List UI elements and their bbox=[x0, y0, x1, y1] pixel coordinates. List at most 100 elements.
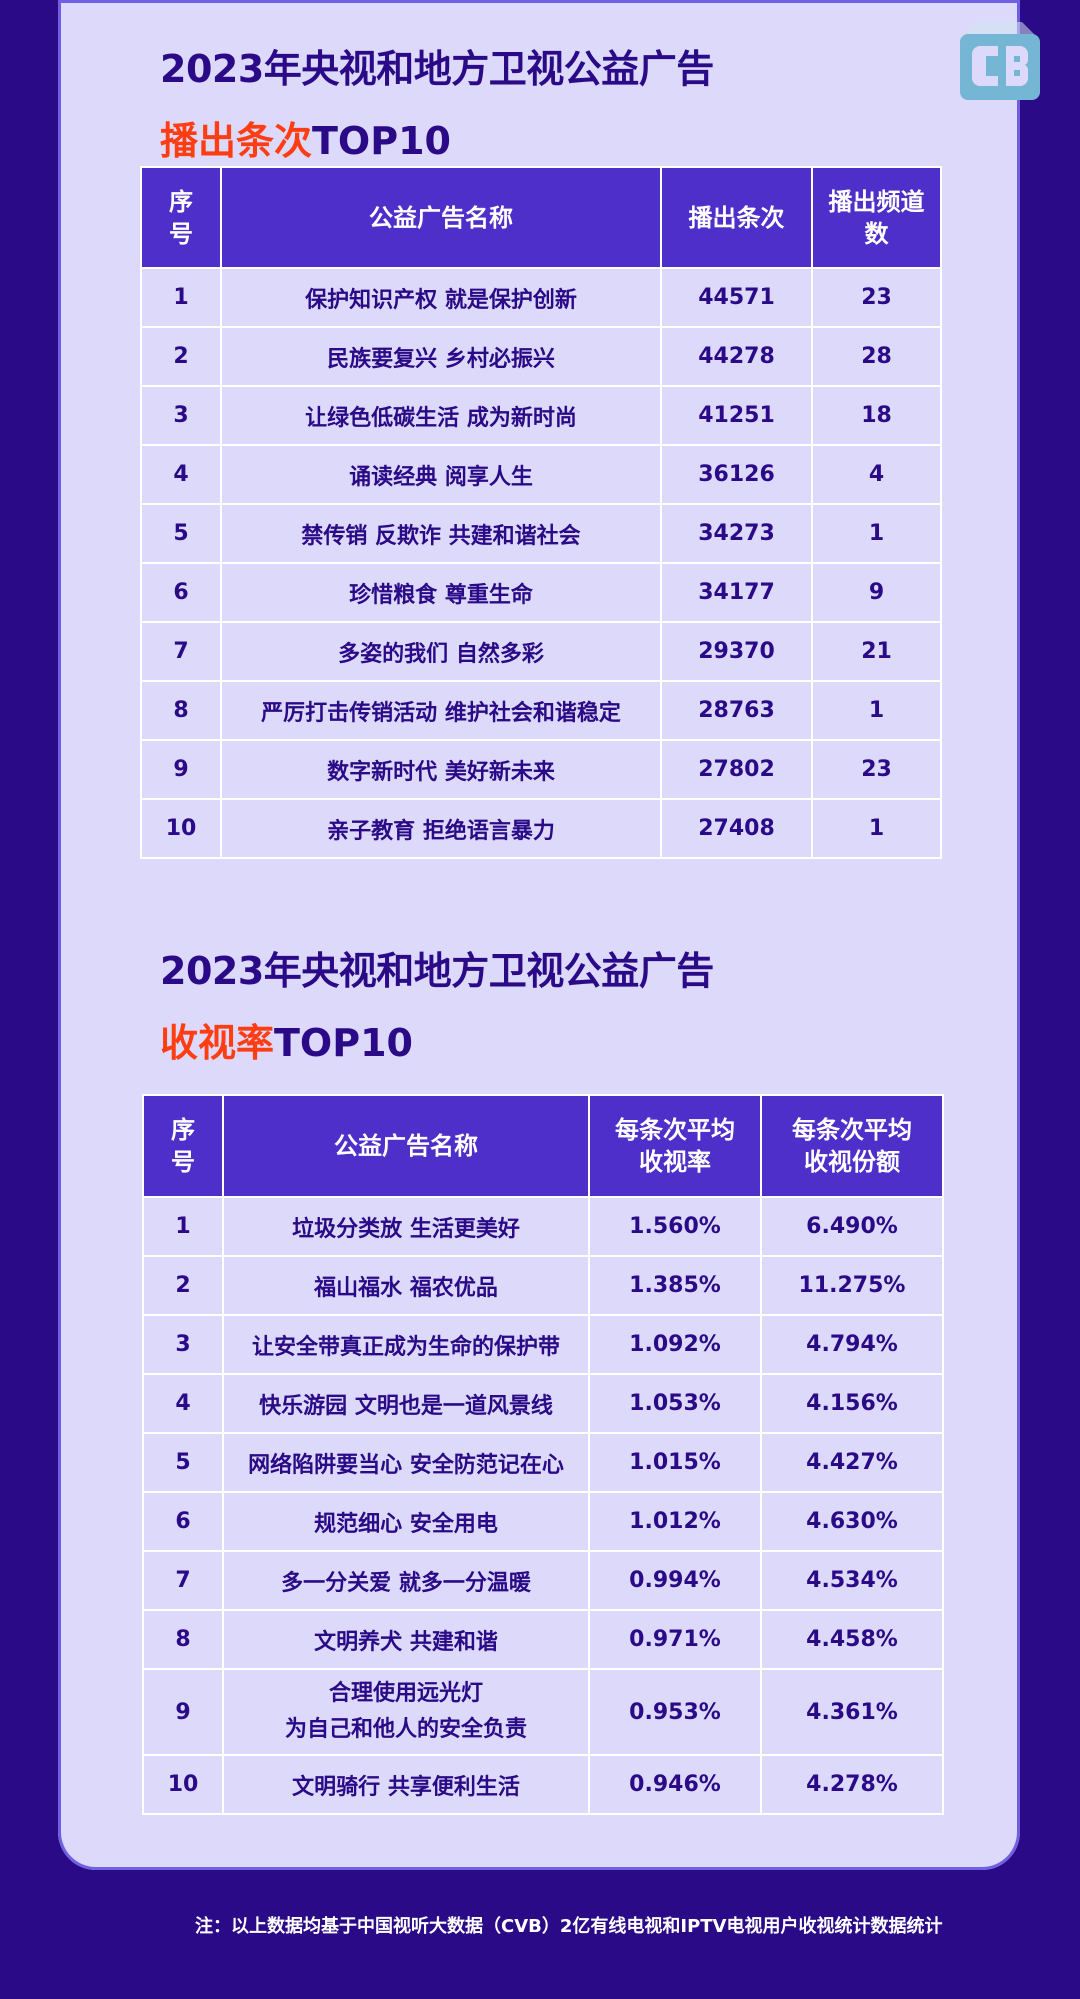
table-row: 2 福山福水 福农优品 1.385% 11.275% bbox=[142, 1255, 944, 1316]
ad-name-cell: 保护知识产权 就是保护创新 bbox=[220, 267, 662, 328]
ad-name-cell: 福山福水 福农优品 bbox=[222, 1255, 590, 1316]
avg-rating-cell: 1.385% bbox=[588, 1255, 762, 1316]
rank-cell: 2 bbox=[142, 1255, 224, 1316]
table-row: 6 规范细心 安全用电 1.012% 4.630% bbox=[142, 1491, 944, 1552]
cvb-logo-icon bbox=[960, 22, 1040, 100]
rank-cell: 7 bbox=[142, 1550, 224, 1611]
channel-count-cell: 23 bbox=[811, 739, 942, 800]
rank-cell: 9 bbox=[140, 739, 222, 800]
ad-name-cell: 垃圾分类放 生活更美好 bbox=[222, 1196, 590, 1257]
table-row: 6 珍惜粮食 尊重生命 34177 9 bbox=[140, 562, 942, 623]
rank-cell: 9 bbox=[142, 1668, 224, 1756]
avg-rating-cell: 0.953% bbox=[588, 1668, 762, 1756]
avg-share-cell: 4.427% bbox=[760, 1432, 944, 1493]
channel-count-cell: 9 bbox=[811, 562, 942, 623]
avg-share-cell: 6.490% bbox=[760, 1196, 944, 1257]
rank-cell: 10 bbox=[140, 798, 222, 859]
ad-name-cell: 亲子教育 拒绝语言暴力 bbox=[220, 798, 662, 859]
broadcast-count-cell: 41251 bbox=[660, 385, 813, 446]
section1-subtitle-rest: TOP10 bbox=[312, 119, 451, 163]
broadcast-count-cell: 27408 bbox=[660, 798, 813, 859]
broadcast-count-cell: 36126 bbox=[660, 444, 813, 505]
rank-cell: 8 bbox=[142, 1609, 224, 1670]
content-card: 2023年央视和地方卫视公益广告 播出条次TOP10 序号 公益广告名称 播出条… bbox=[58, 0, 1040, 1870]
header-name: 公益广告名称 bbox=[220, 166, 662, 269]
rank-cell: 6 bbox=[140, 562, 222, 623]
section1-title: 2023年央视和地方卫视公益广告 bbox=[160, 47, 714, 91]
ad-name-line: 合理使用远光灯 bbox=[328, 1681, 483, 1706]
table-row: 1 垃圾分类放 生活更美好 1.560% 6.490% bbox=[142, 1196, 944, 1257]
rank-cell: 5 bbox=[140, 503, 222, 564]
broadcast-count-table: 序号 公益广告名称 播出条次 播出频道数 1 保护知识产权 就是保护创新 445… bbox=[140, 166, 942, 859]
rank-cell: 1 bbox=[142, 1196, 224, 1257]
rating-table: 序号 公益广告名称 每条次平均收视率 每条次平均收视份额 1 垃圾分类放 生活更… bbox=[142, 1094, 944, 1815]
broadcast-count-cell: 34273 bbox=[660, 503, 813, 564]
rank-cell: 4 bbox=[142, 1373, 224, 1434]
header-name: 公益广告名称 bbox=[222, 1094, 590, 1198]
ad-name-cell: 数字新时代 美好新未来 bbox=[220, 739, 662, 800]
channel-count-cell: 4 bbox=[811, 444, 942, 505]
table-row: 9 合理使用远光灯 为自己和他人的安全负责 0.953% 4.361% bbox=[142, 1668, 944, 1756]
channel-count-cell: 23 bbox=[811, 267, 942, 328]
channel-count-cell: 18 bbox=[811, 385, 942, 446]
header-rank: 序号 bbox=[142, 1094, 224, 1198]
avg-rating-cell: 0.994% bbox=[588, 1550, 762, 1611]
rank-cell: 1 bbox=[140, 267, 222, 328]
rank-cell: 4 bbox=[140, 444, 222, 505]
avg-rating-cell: 0.946% bbox=[588, 1754, 762, 1815]
section1-subtitle-accent: 播出条次 bbox=[160, 119, 313, 163]
ad-name-cell: 快乐游园 文明也是一道风景线 bbox=[222, 1373, 590, 1434]
avg-share-cell: 4.458% bbox=[760, 1609, 944, 1670]
ad-name-cell: 网络陷阱要当心 安全防范记在心 bbox=[222, 1432, 590, 1493]
avg-rating-cell: 1.053% bbox=[588, 1373, 762, 1434]
table-row: 8 文明养犬 共建和谐 0.971% 4.458% bbox=[142, 1609, 944, 1670]
avg-rating-cell: 1.012% bbox=[588, 1491, 762, 1552]
table-header-row: 序号 公益广告名称 播出条次 播出频道数 bbox=[140, 166, 942, 269]
table-row: 5 网络陷阱要当心 安全防范记在心 1.015% 4.427% bbox=[142, 1432, 944, 1493]
table-row: 10 文明骑行 共享便利生活 0.946% 4.278% bbox=[142, 1754, 944, 1815]
rank-cell: 8 bbox=[140, 680, 222, 741]
ad-name-cell: 珍惜粮食 尊重生命 bbox=[220, 562, 662, 623]
ad-name-cell: 民族要复兴 乡村必振兴 bbox=[220, 326, 662, 387]
avg-share-cell: 11.275% bbox=[760, 1255, 944, 1316]
broadcast-count-cell: 28763 bbox=[660, 680, 813, 741]
table-row: 4 快乐游园 文明也是一道风景线 1.053% 4.156% bbox=[142, 1373, 944, 1434]
section2-subtitle-rest: TOP10 bbox=[274, 1021, 413, 1065]
broadcast-count-cell: 34177 bbox=[660, 562, 813, 623]
avg-rating-cell: 1.560% bbox=[588, 1196, 762, 1257]
ad-name-cell: 合理使用远光灯 为自己和他人的安全负责 bbox=[222, 1668, 590, 1756]
avg-share-cell: 4.630% bbox=[760, 1491, 944, 1552]
broadcast-count-cell: 44278 bbox=[660, 326, 813, 387]
channel-count-cell: 1 bbox=[811, 680, 942, 741]
header-avg-share: 每条次平均收视份额 bbox=[760, 1094, 944, 1198]
section2-subtitle-accent: 收视率 bbox=[160, 1021, 275, 1065]
ad-name-cell: 文明养犬 共建和谐 bbox=[222, 1609, 590, 1670]
channel-count-cell: 21 bbox=[811, 621, 942, 682]
avg-rating-cell: 1.092% bbox=[588, 1314, 762, 1375]
channel-count-cell: 28 bbox=[811, 326, 942, 387]
avg-rating-cell: 1.015% bbox=[588, 1432, 762, 1493]
ad-name-cell: 规范细心 安全用电 bbox=[222, 1491, 590, 1552]
channel-count-cell: 1 bbox=[811, 503, 942, 564]
avg-share-cell: 4.278% bbox=[760, 1754, 944, 1815]
table-row: 3 让安全带真正成为生命的保护带 1.092% 4.794% bbox=[142, 1314, 944, 1375]
ad-name-cell: 多一分关爱 就多一分温暖 bbox=[222, 1550, 590, 1611]
ad-name-cell: 严厉打击传销活动 维护社会和谐稳定 bbox=[220, 680, 662, 741]
table-row: 5 禁传销 反欺诈 共建和谐社会 34273 1 bbox=[140, 503, 942, 564]
ad-name-cell: 禁传销 反欺诈 共建和谐社会 bbox=[220, 503, 662, 564]
avg-share-cell: 4.534% bbox=[760, 1550, 944, 1611]
section1-subtitle: 播出条次TOP10 bbox=[160, 110, 451, 165]
rank-cell: 6 bbox=[142, 1491, 224, 1552]
table-row: 1 保护知识产权 就是保护创新 44571 23 bbox=[140, 267, 942, 328]
header-channel-count: 播出频道数 bbox=[811, 166, 942, 269]
ad-name-cell: 多姿的我们 自然多彩 bbox=[220, 621, 662, 682]
header-rank: 序号 bbox=[140, 166, 222, 269]
table-row: 9 数字新时代 美好新未来 27802 23 bbox=[140, 739, 942, 800]
rank-cell: 7 bbox=[140, 621, 222, 682]
header-avg-rating: 每条次平均收视率 bbox=[588, 1094, 762, 1198]
channel-count-cell: 1 bbox=[811, 798, 942, 859]
avg-share-cell: 4.361% bbox=[760, 1668, 944, 1756]
ad-name-cell: 文明骑行 共享便利生活 bbox=[222, 1754, 590, 1815]
avg-rating-cell: 0.971% bbox=[588, 1609, 762, 1670]
table-row: 2 民族要复兴 乡村必振兴 44278 28 bbox=[140, 326, 942, 387]
